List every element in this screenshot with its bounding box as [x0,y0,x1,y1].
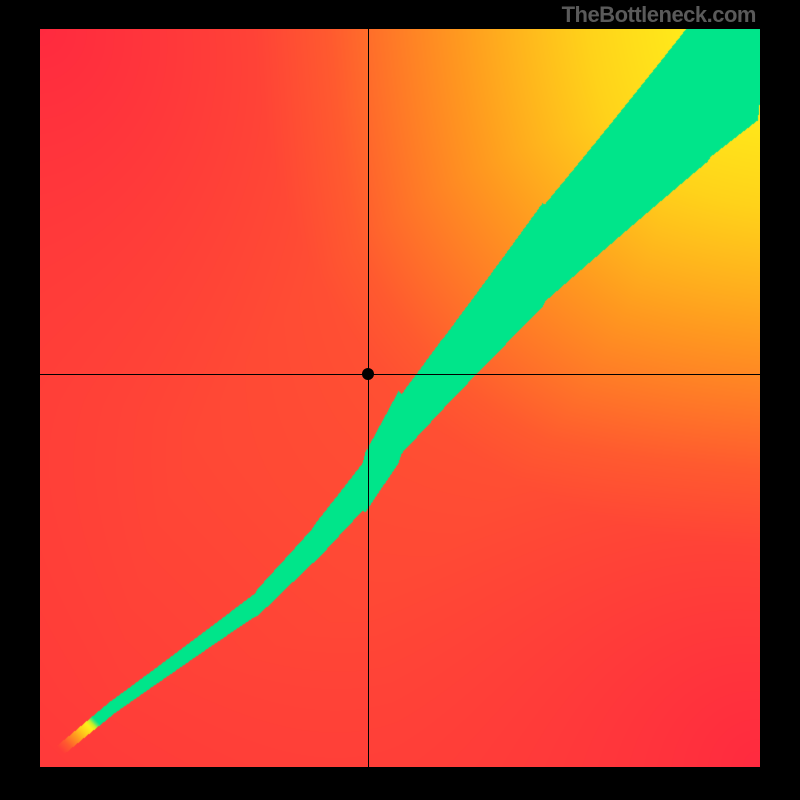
watermark-text: TheBottleneck.com [562,2,756,28]
heatmap-canvas [40,29,760,767]
crosshair-horizontal [40,374,760,375]
chart-container: TheBottleneck.com [0,0,800,800]
plot-area [40,29,760,767]
crosshair-vertical [368,29,369,767]
marker-dot [362,368,374,380]
